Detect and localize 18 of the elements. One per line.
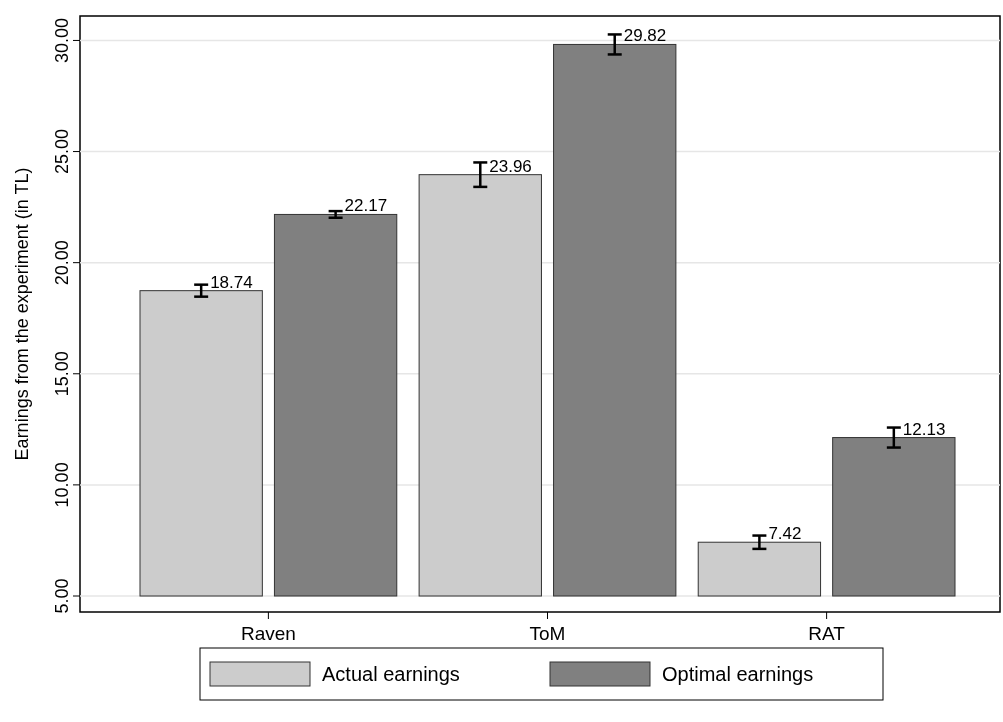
data-label: 23.96	[489, 156, 532, 176]
y-axis-title: Earnings from the experiment (in TL)	[12, 167, 32, 461]
y-tick-label: 10.00	[52, 462, 72, 508]
y-tick-label: 5.00	[52, 578, 72, 614]
legend-label: Actual earnings	[322, 663, 460, 685]
data-label: 12.13	[902, 419, 946, 439]
x-tick-label: Raven	[240, 623, 296, 644]
data-label: 18.74	[210, 272, 253, 292]
data-label: 29.82	[623, 26, 667, 46]
data-label: 22.17	[344, 196, 388, 216]
legend-label: Optimal earnings	[662, 663, 814, 685]
data-label: 7.42	[768, 524, 802, 544]
x-tick-label: RAT	[808, 623, 846, 644]
y-tick-label: 25.00	[52, 129, 72, 175]
y-tick-label: 30.00	[52, 17, 72, 63]
x-tick-label: ToM	[529, 623, 566, 644]
y-tick-label: 15.00	[52, 351, 72, 397]
y-tick-label: 20.00	[52, 240, 72, 286]
